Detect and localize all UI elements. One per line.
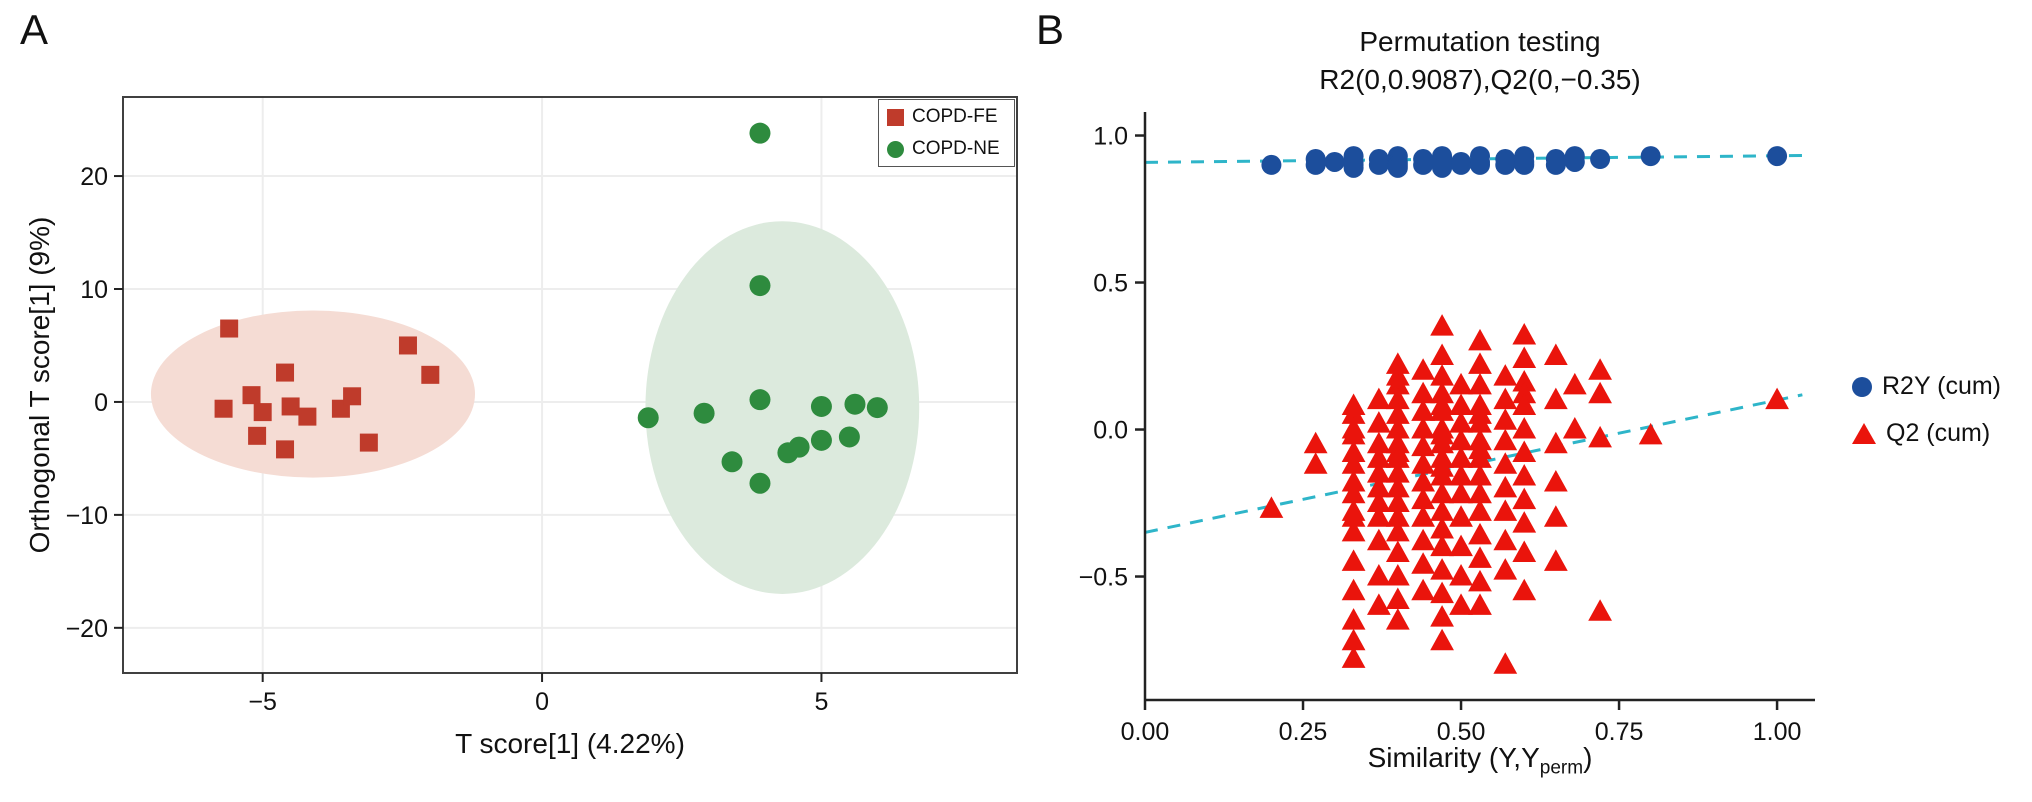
svg-text:−10: −10 [66, 502, 108, 530]
legend-item-copd-ne: COPD-NE [887, 138, 1006, 160]
svg-text:0: 0 [94, 389, 108, 417]
legend-q2-label: Q2 (cum) [1886, 419, 1991, 447]
x-label-post: ) [1583, 742, 1593, 773]
svg-text:1.00: 1.00 [1753, 718, 1802, 746]
panel-a-x-axis-label: T score[1] (4.22%) [455, 728, 685, 759]
legend-item-r2y: R2Y (cum) [1852, 372, 2001, 401]
legend-r2y-label: R2Y (cum) [1882, 372, 2002, 400]
panel-b-label: B [1036, 6, 1065, 53]
r2y-circle-marker-icon [1852, 376, 1872, 397]
panel-b-legend: R2Y (cum) Q2 (cum) [1852, 372, 2001, 448]
svg-text:5: 5 [814, 688, 828, 716]
svg-text:0.50: 0.50 [1437, 718, 1486, 746]
copd-fe-square-marker-icon [887, 108, 904, 126]
legend-copd-fe-label: COPD-FE [912, 106, 998, 127]
svg-text:20: 20 [80, 163, 108, 191]
svg-text:−20: −20 [66, 615, 108, 643]
x-label-subscript: perm [1539, 757, 1584, 779]
copd-ne-circle-marker-icon [887, 140, 904, 158]
legend-item-q2: Q2 (cum) [1852, 419, 2001, 448]
panel-b-x-axis-label: Similarity (Y,Yperm) [1368, 742, 1593, 780]
x-label-pre: Similarity (Y,Y [1367, 742, 1540, 773]
legend-item-copd-fe: COPD-FE [887, 106, 1006, 128]
svg-text:0.0: 0.0 [1093, 417, 1128, 445]
legend-copd-ne-label: COPD-NE [912, 138, 1000, 159]
svg-text:0.75: 0.75 [1595, 718, 1644, 746]
svg-text:0.5: 0.5 [1093, 270, 1128, 298]
q2-triangle-marker-icon [1852, 423, 1876, 444]
panel-b-title: Permutation testing [1359, 26, 1601, 57]
panel-a-y-axis-label: Orthogonal T score[1] (9%) [24, 216, 55, 554]
panel-a-legend: COPD-FE COPD-NE [878, 99, 1015, 167]
svg-text:10: 10 [80, 276, 108, 304]
svg-text:0.00: 0.00 [1121, 718, 1170, 746]
svg-text:−5: −5 [248, 688, 277, 716]
svg-text:0: 0 [535, 688, 549, 716]
svg-text:−0.5: −0.5 [1079, 564, 1128, 592]
svg-text:1.0: 1.0 [1093, 123, 1128, 151]
svg-text:0.25: 0.25 [1279, 718, 1328, 746]
panel-a-label: A [20, 6, 49, 53]
panel-b-subtitle: R2(0,0.9087),Q2(0,−0.35) [1319, 64, 1641, 95]
